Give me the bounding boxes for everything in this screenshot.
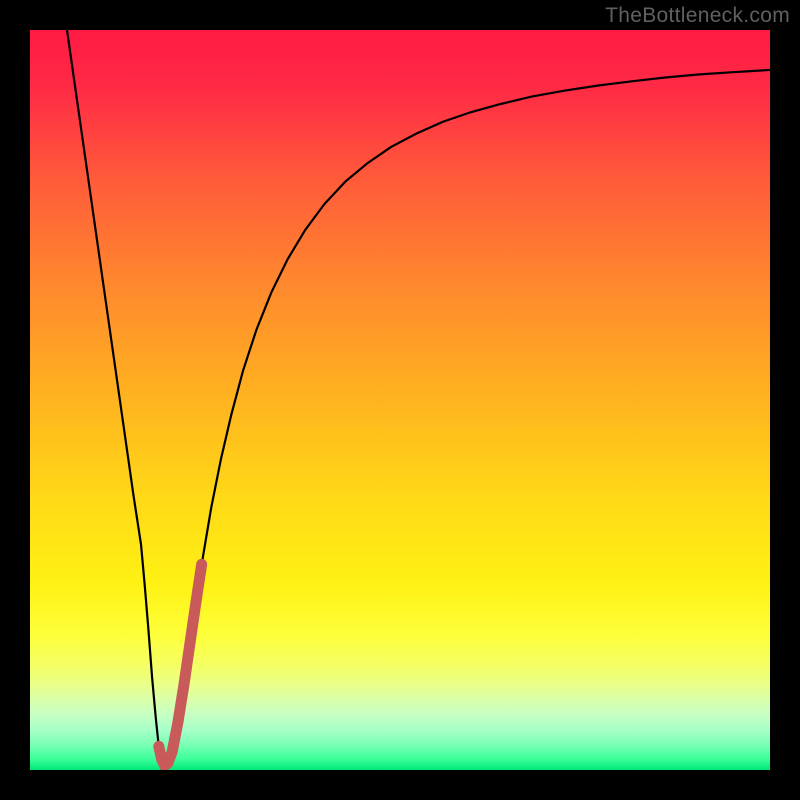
- chart-svg: [30, 30, 770, 770]
- plot-area: [30, 30, 770, 770]
- watermark-text: TheBottleneck.com: [605, 4, 790, 28]
- chart-container: TheBottleneck.com: [0, 0, 800, 800]
